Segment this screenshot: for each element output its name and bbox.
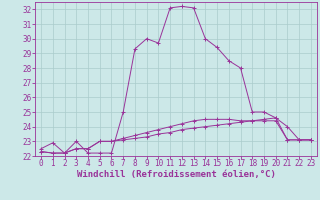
X-axis label: Windchill (Refroidissement éolien,°C): Windchill (Refroidissement éolien,°C) <box>76 170 276 179</box>
